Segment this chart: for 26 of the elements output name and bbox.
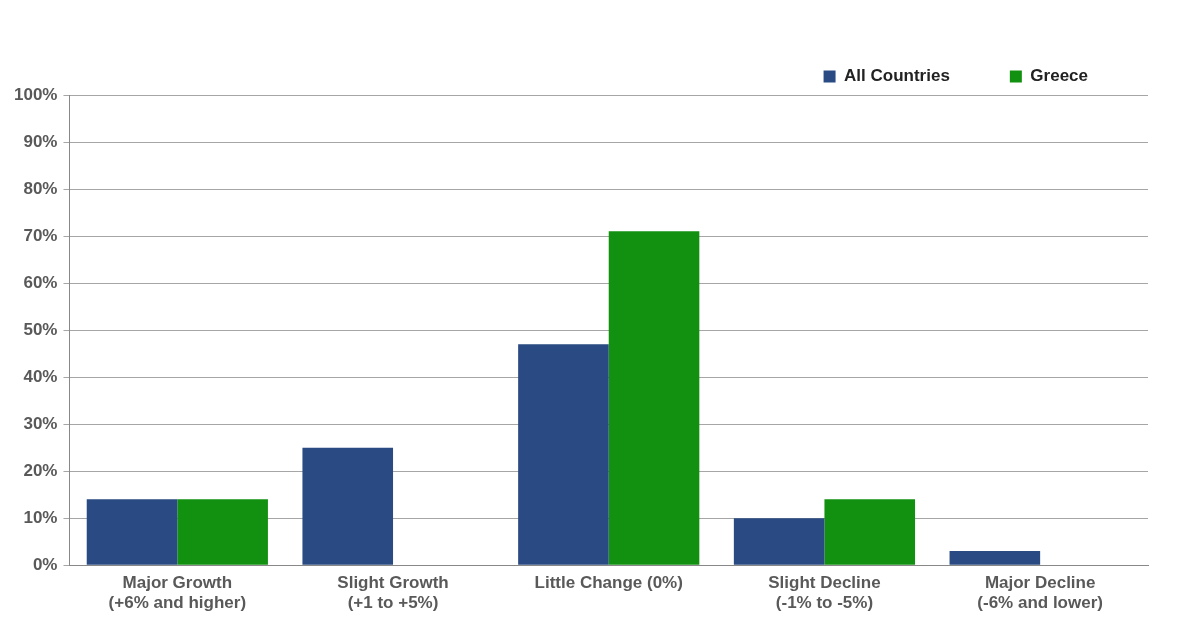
y-tick-label: 10% (23, 507, 58, 527)
x-tick-label: Major Decline (-6% and lower) (977, 573, 1103, 613)
y-tick-label: 0% (32, 554, 58, 574)
y-tick-label: 80% (23, 178, 58, 198)
x-tick-label: Major Growth (+6% and higher) (108, 573, 247, 613)
y-tick-label: 100% (14, 84, 58, 104)
bar (824, 499, 916, 565)
bar (518, 344, 609, 565)
y-tick-label: 60% (23, 272, 58, 292)
x-tick-label: Little Change (0%) (534, 573, 683, 593)
x-tick-label: Slight Growth (+1 to +5%) (337, 573, 449, 613)
bar (302, 447, 394, 565)
bar (608, 231, 700, 565)
bar (733, 518, 825, 565)
x-tick-label: Slight Decline (-1% to -5%) (768, 573, 881, 613)
y-tick-label: 70% (23, 225, 58, 245)
legend-label: Greece (1030, 66, 1089, 86)
bar (86, 499, 178, 565)
bar (949, 551, 1041, 565)
y-tick-label: 90% (23, 131, 58, 151)
bar (177, 499, 268, 565)
y-tick-label: 30% (23, 413, 58, 433)
y-tick-label: 20% (23, 460, 58, 480)
y-tick-label: 40% (23, 366, 58, 386)
y-tick-label: 50% (23, 319, 58, 339)
legend-label: All Countries (844, 66, 950, 86)
